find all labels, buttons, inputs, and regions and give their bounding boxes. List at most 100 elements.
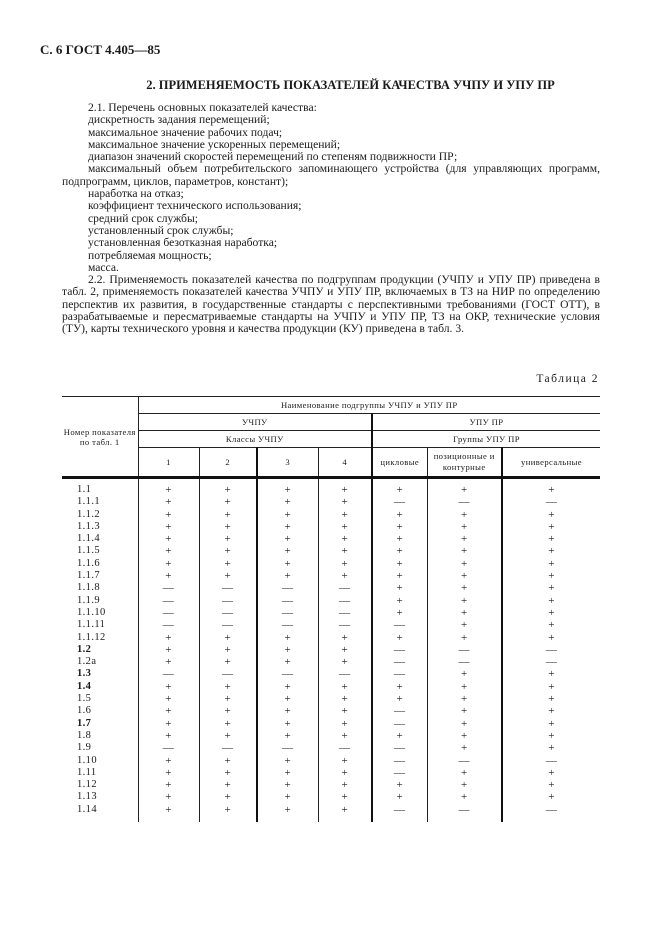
- table-cell: +: [500, 766, 601, 780]
- table-cell: +: [426, 545, 502, 558]
- table-cell: +: [317, 680, 372, 694]
- table-cell: +: [137, 656, 199, 669]
- row-label: 1.9: [77, 742, 92, 754]
- header-uchpu: УЧПУ: [137, 413, 373, 431]
- table-cell: +: [426, 742, 502, 755]
- table-cell: +: [256, 520, 318, 534]
- table-cell: +: [256, 570, 318, 583]
- table-cell: —: [137, 606, 199, 620]
- row-label: 1.14: [77, 803, 97, 815]
- table-cell: +: [500, 619, 601, 632]
- table-cell: +: [500, 533, 601, 546]
- table-cell: +: [137, 693, 199, 706]
- table-cell: +: [256, 729, 318, 743]
- row-label: 1.8: [77, 729, 92, 741]
- header-upu-groups: Группы УПУ ПР: [370, 430, 601, 448]
- table-row: 1.2а + + + + — — —: [62, 656, 601, 669]
- table-row: 1.1.10— — — — + + +: [62, 606, 601, 620]
- column-header: 1: [137, 447, 200, 478]
- table-cell: —: [371, 643, 427, 657]
- table-cell: +: [198, 570, 257, 583]
- table-cell: +: [137, 729, 199, 743]
- quality-indicator-list: дискретность задания перемещений; максима…: [62, 113, 600, 274]
- table-cell: +: [500, 631, 601, 644]
- row-label: 1.1.9: [77, 594, 100, 606]
- table-cell: +: [198, 656, 257, 669]
- table-cell: +: [426, 729, 502, 743]
- table-cell: —: [371, 668, 427, 681]
- table-row: 1.1.8— — — — + + +: [62, 582, 601, 595]
- table-cell: —: [256, 742, 318, 755]
- table-cell: —: [317, 606, 372, 620]
- table-cell: +: [500, 594, 601, 607]
- table-cell: +: [137, 631, 199, 644]
- table-cell: —: [317, 594, 372, 607]
- row-label: 1.13: [77, 791, 97, 803]
- table-cell: +: [198, 766, 257, 780]
- row-label: 1.1.4: [77, 533, 100, 545]
- table-cell: +: [256, 705, 318, 718]
- table-cell: +: [256, 508, 318, 521]
- table-row: 1.5 + + + + + + +: [62, 693, 601, 706]
- table-cell: +: [371, 477, 427, 497]
- row-label: 1.1.10: [77, 606, 106, 618]
- table-cell: +: [371, 729, 427, 743]
- table-cell: +: [198, 717, 257, 730]
- table-cell: +: [317, 508, 372, 521]
- table-cell: —: [137, 619, 199, 632]
- table-cell: +: [137, 791, 199, 804]
- table-row: 1.10 + + + + — — —: [62, 754, 601, 767]
- table-row: 1.9— — — — — + +: [62, 742, 601, 755]
- table-cell: +: [371, 508, 427, 521]
- table-row: 1.2 + + + + — — —: [62, 643, 601, 657]
- table-cell: +: [371, 570, 427, 583]
- row-label: 1.3: [77, 668, 92, 680]
- table-cell: +: [137, 533, 199, 546]
- table-cell: +: [256, 766, 318, 780]
- table-cell: +: [137, 545, 199, 558]
- group-header: Наименование подгруппы УЧПУ и УПУ ПР: [137, 396, 601, 414]
- header-uchpu-classes: Классы УЧПУ: [137, 430, 373, 448]
- row-label: 1.1.7: [77, 570, 100, 582]
- paragraph-2-1-intro: 2.1. Перечень основных показателей качес…: [88, 101, 317, 114]
- table-cell: —: [256, 619, 318, 632]
- list-item: установленный срок службы;: [88, 223, 234, 237]
- table-cell: +: [500, 791, 601, 804]
- row-label: 1.12: [77, 779, 97, 791]
- table-cell: +: [256, 693, 318, 706]
- table-cell: —: [371, 619, 427, 632]
- table-cell: +: [500, 557, 601, 571]
- table-cell: +: [137, 705, 199, 718]
- row-label: 1.1.6: [77, 557, 100, 569]
- table-row: 1.1.7 + + + + + + +: [62, 570, 601, 583]
- table-cell: —: [198, 668, 257, 681]
- table-cell: +: [198, 693, 257, 706]
- table-cell: +: [426, 594, 502, 607]
- table-cell: +: [137, 766, 199, 780]
- table-cell: +: [137, 508, 199, 521]
- table-cell: —: [500, 656, 601, 669]
- table-cell: —: [256, 582, 318, 595]
- table-cell: +: [198, 508, 257, 521]
- table-cell: +: [500, 729, 601, 743]
- table-cell: +: [500, 680, 601, 694]
- table-cell: +: [426, 779, 502, 792]
- table-cell: +: [198, 533, 257, 546]
- table-cell: —: [371, 496, 427, 509]
- table-cell: +: [256, 754, 318, 767]
- row-label: 1.1.2: [77, 508, 100, 520]
- table-cell: +: [256, 803, 318, 823]
- table-cell: +: [500, 705, 601, 718]
- row-label: 1.1.11: [77, 619, 106, 631]
- table-cell: +: [500, 508, 601, 521]
- table-cell: +: [371, 791, 427, 804]
- table-cell: +: [137, 643, 199, 657]
- table-cell: +: [371, 680, 427, 694]
- table-cell: +: [371, 606, 427, 620]
- table-row: 1.1.12 + + + + + + +: [62, 631, 601, 644]
- table-row: 1.13 + + + + + + +: [62, 791, 601, 804]
- table-cell: —: [500, 803, 601, 823]
- table-row: 1.1.1 + + + + — — —: [62, 496, 601, 509]
- table-cell: +: [371, 533, 427, 546]
- table-cell: +: [198, 496, 257, 509]
